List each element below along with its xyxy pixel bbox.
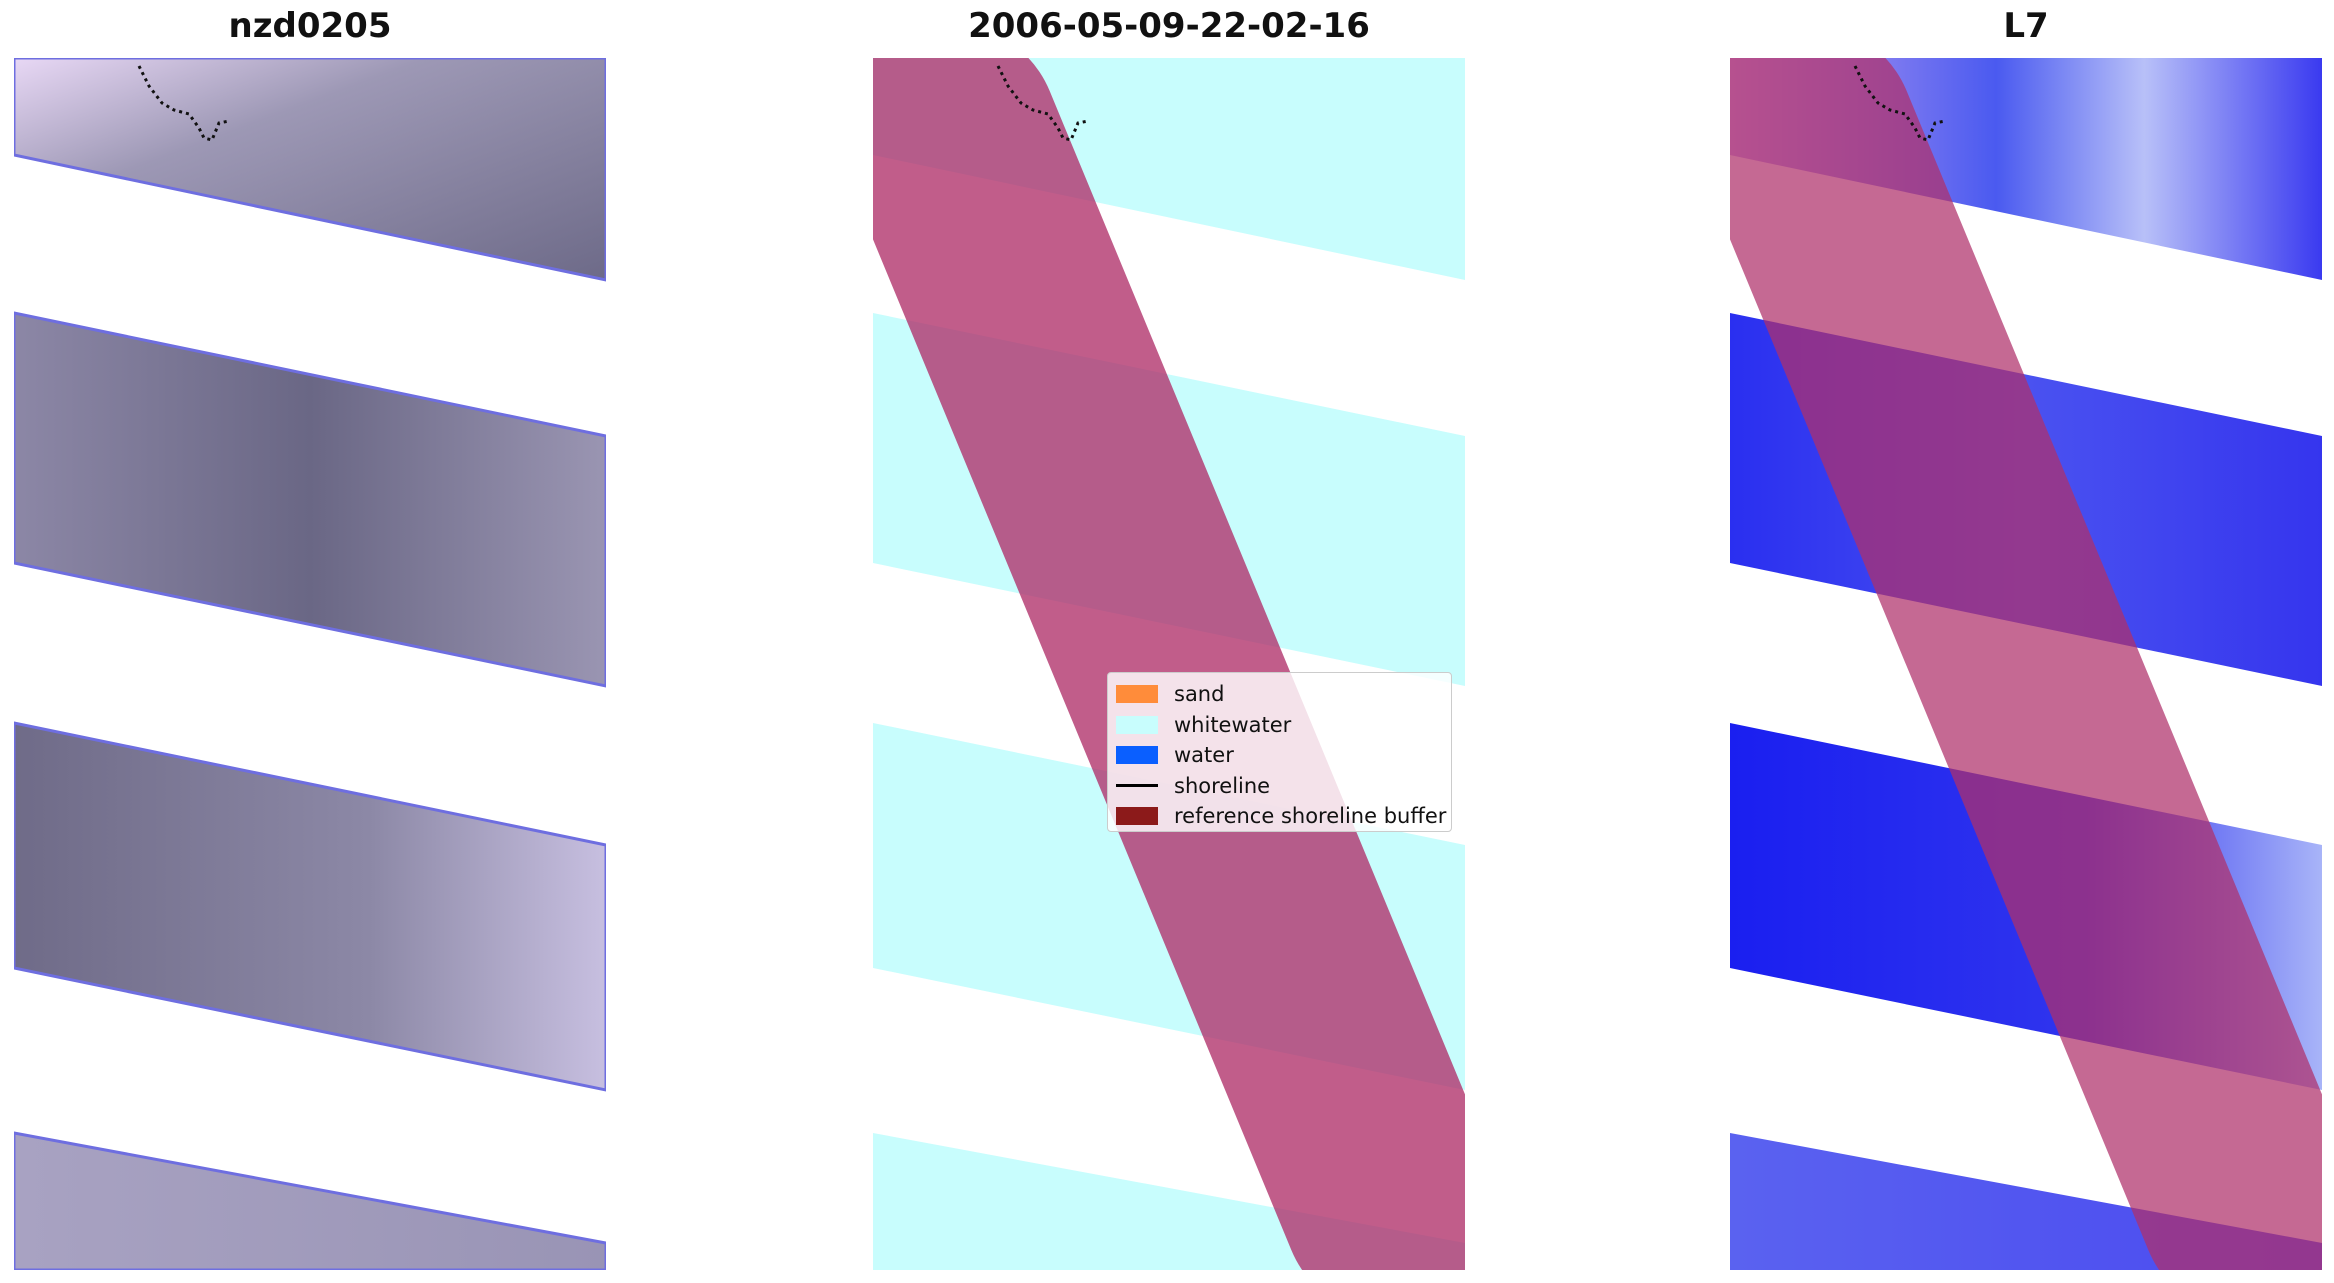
shoreline-trace <box>1853 65 1946 142</box>
panel-title-classified: 2006-05-09-22-02-16 <box>968 6 1370 46</box>
legend-item-sand: sand <box>1116 679 1443 710</box>
legend-label: water <box>1174 743 1234 768</box>
shoreline-trace <box>137 65 230 142</box>
buffer-band <box>1730 58 2322 1270</box>
legend-label: shoreline <box>1174 773 1271 798</box>
water-index-panel <box>1730 58 2322 1270</box>
image-strip <box>14 721 606 1092</box>
image-strip <box>14 1131 606 1270</box>
shoreline-line <box>1116 784 1158 788</box>
water-swatch <box>1116 746 1158 765</box>
legend: sand whitewater water shoreline referenc… <box>1107 672 1452 832</box>
panel-title-rgb: nzd0205 <box>228 6 392 46</box>
legend-label: sand <box>1174 682 1225 707</box>
buffer-band <box>873 58 1465 1270</box>
legend-item-water: water <box>1116 740 1443 771</box>
classification-panel <box>873 58 1465 1270</box>
reference-buffer-swatch <box>1116 807 1158 826</box>
whitewater-swatch <box>1116 715 1158 734</box>
sand-swatch <box>1116 685 1158 704</box>
legend-label: whitewater <box>1174 712 1292 737</box>
legend-label: reference shoreline buffer <box>1174 804 1447 829</box>
shoreline-trace <box>996 65 1089 142</box>
panel-title-index: L7 <box>2003 6 2049 46</box>
rgb-image-panel <box>14 58 606 1270</box>
image-strip <box>14 58 606 282</box>
legend-item-whitewater: whitewater <box>1116 710 1443 741</box>
legend-item-shoreline: shoreline <box>1116 771 1443 802</box>
legend-item-reference-buffer: reference shoreline buffer <box>1116 801 1447 832</box>
image-strip <box>14 311 606 688</box>
